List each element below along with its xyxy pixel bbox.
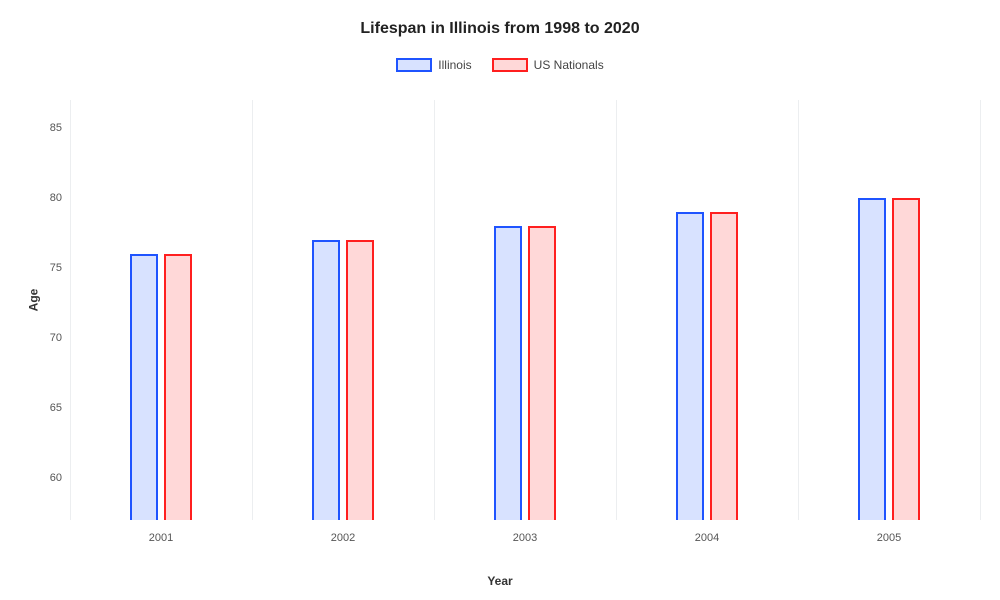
x-axis-title: Year	[487, 574, 512, 588]
bar	[528, 226, 556, 520]
y-tick-label: 65	[50, 402, 62, 414]
bar	[346, 240, 374, 520]
bar	[710, 212, 738, 520]
bar	[892, 198, 920, 520]
gridline-vertical	[70, 100, 71, 520]
x-tick-label: 2005	[877, 532, 901, 544]
legend-swatch	[396, 58, 432, 72]
bar	[312, 240, 340, 520]
legend-swatch	[492, 58, 528, 72]
bar	[164, 254, 192, 520]
bar	[676, 212, 704, 520]
bar	[494, 226, 522, 520]
chart-container: Lifespan in Illinois from 1998 to 2020 I…	[0, 0, 1000, 600]
y-tick-label: 70	[50, 332, 62, 344]
y-tick-label: 75	[50, 262, 62, 274]
x-tick-label: 2001	[149, 532, 173, 544]
y-tick-label: 85	[50, 122, 62, 134]
legend-item: Illinois	[396, 58, 471, 72]
legend-item: US Nationals	[492, 58, 604, 72]
legend: Illinois US Nationals	[0, 58, 1000, 72]
gridline-vertical	[252, 100, 253, 520]
gridline-vertical	[980, 100, 981, 520]
y-tick-label: 80	[50, 192, 62, 204]
y-tick-label: 60	[50, 472, 62, 484]
chart-title: Lifespan in Illinois from 1998 to 2020	[0, 0, 1000, 38]
gridline-vertical	[434, 100, 435, 520]
legend-label: Illinois	[438, 58, 471, 72]
bar	[130, 254, 158, 520]
plot-area: 60657075808520012002200320042005	[70, 100, 980, 520]
y-axis-title: Age	[26, 289, 40, 312]
x-tick-label: 2004	[695, 532, 719, 544]
legend-label: US Nationals	[534, 58, 604, 72]
gridline-vertical	[616, 100, 617, 520]
x-tick-label: 2002	[331, 532, 355, 544]
x-tick-label: 2003	[513, 532, 537, 544]
gridline-vertical	[798, 100, 799, 520]
bar	[858, 198, 886, 520]
